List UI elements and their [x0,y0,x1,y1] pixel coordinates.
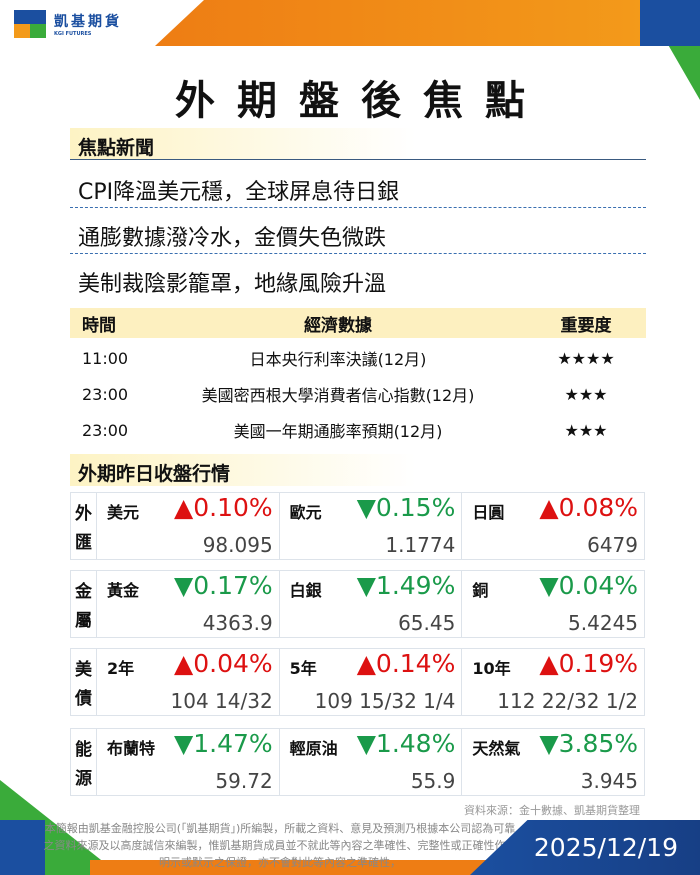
instrument-name: 布蘭特 [107,739,156,758]
instrument-name: 5年 [289,659,317,678]
group-category: 外匯 [71,493,97,559]
change-percent: ▼1.47% [174,729,273,758]
change-percent: ▼0.17% [174,571,273,600]
close-price: 109 15/32 1/4 [314,689,456,713]
logo-subtext: KGI FUTURES [54,31,92,37]
time: 23:00 [82,384,129,404]
market-quote: 黃金 ▼0.17% 4363.9 [97,571,280,637]
category-char: 匯 [75,533,92,553]
header-orange-band [155,0,645,46]
change-percent: ▼1.48% [356,729,456,758]
disclaimer: 本簡報由凱基金融控股公司(「凱基期貨」)所編製，所載之資料、意見及預測乃根據本公… [43,822,517,869]
market-quote: 白銀 ▼1.49% 65.45 [280,571,463,637]
calendar-row: 11:00 日本央行利率決議(12月) ★★★★ [70,342,646,374]
calendar-header: 時間 經濟數據 重要度 [70,308,646,338]
kgi-logo: 凱基期貨 KGI FUTURES [14,10,122,38]
instrument-name: 10年 [472,659,511,678]
instrument-name: 美元 [107,503,140,522]
footer-orange-band [90,860,540,875]
category-char: 金 [75,582,92,602]
header-time: 時間 [82,315,116,336]
market-quote: 歐元 ▼0.15% 1.1774 [280,493,463,559]
calendar-row: 23:00 美國一年期通膨率預期(12月) ★★★ [70,414,646,446]
instrument-name: 日圓 [472,503,505,522]
event: 美國一年期通膨率預期(12月) [233,422,443,441]
news-item: 通膨數據潑冷水，金價失色微跌 [70,216,646,254]
news-section-heading: 焦點新聞 [70,128,646,160]
close-price: 4363.9 [202,611,273,635]
change-percent: ▼3.85% [539,729,639,758]
header-blue-band [640,0,700,46]
market-quote: 5年 ▲0.14% 109 15/32 1/4 [280,649,463,715]
market-quote: 銅 ▼0.04% 5.4245 [462,571,644,637]
change-percent: ▲0.04% [174,649,273,678]
category-char: 債 [75,689,92,709]
category-char: 屬 [75,611,92,631]
market-quote: 美元 ▲0.10% 98.095 [97,493,280,559]
importance-stars: ★★★ [564,420,608,440]
importance-stars: ★★★★ [557,348,615,368]
logo-mark-icon [14,10,46,38]
market-group: 金屬黃金 ▼0.17% 4363.9 白銀 ▼1.49% 65.45 銅 ▼0.04% 5.42… [70,570,645,638]
market-section-heading: 外期昨日收盤行情 [70,454,646,486]
market-quote: 2年 ▲0.04% 104 14/32 [97,649,280,715]
calendar-row: 23:00 美國密西根大學消費者信心指數(12月) ★★★ [70,378,646,410]
event: 日本央行利率決議(12月) [249,350,427,369]
change-percent: ▲0.10% [174,493,273,522]
instrument-name: 輕原油 [289,739,338,758]
close-price: 1.1774 [385,533,456,557]
market-quote: 日圓 ▲0.08% 6479 [462,493,644,559]
news-item: 美制裁陰影籠罩，地緣風險升溫 [78,272,387,297]
change-percent: ▲0.19% [539,649,639,678]
market-group: 美債 2年 ▲0.04% 104 14/32 5年 ▲0.14% 109 15/32 1/4… [70,648,645,716]
change-percent: ▼1.49% [356,571,456,600]
instrument-name: 歐元 [289,503,322,522]
close-price: 98.095 [202,533,273,557]
close-price: 112 22/32 1/2 [497,689,639,713]
importance-stars: ★★★ [564,384,608,404]
news-item: CPI降溫美元穩，全球屏息待日銀 [70,170,646,208]
change-percent: ▼0.04% [539,571,639,600]
footer-blue-left [0,820,45,875]
market-quote: 輕原油 ▼1.48% 55.9 [280,729,463,795]
change-percent: ▲0.14% [356,649,456,678]
time: 23:00 [82,420,129,440]
close-price: 6479 [587,533,639,557]
page-title: 外期盤後焦點 [175,78,547,124]
report-date: 2025/12/19 [533,833,678,862]
close-price: 104 14/32 [170,689,273,713]
logo-text: 凱基期貨 [54,14,122,30]
group-category: 美債 [71,649,97,715]
market-quote: 布蘭特 ▼1.47% 59.72 [97,729,280,795]
data-source: 資料來源：金十數據、凱基期貨整理 [464,804,640,817]
close-price: 59.72 [215,769,273,793]
event: 美國密西根大學消費者信心指數(12月) [201,386,475,405]
time: 11:00 [82,348,129,368]
header-event: 經濟數據 [304,315,372,336]
market-group: 能源布蘭特 ▼1.47% 59.72 輕原油 ▼1.48% 55.9 天然氣 ▼3.85% 3.… [70,728,645,796]
close-price: 55.9 [410,769,456,793]
change-percent: ▲0.08% [539,493,639,522]
close-price: 3.945 [580,769,639,793]
category-char: 能 [75,740,92,760]
category-char: 外 [75,504,92,524]
market-quote: 10年 ▲0.19% 112 22/32 1/2 [462,649,644,715]
header-importance: 重要度 [560,315,612,336]
market-group: 外匯美元 ▲0.10% 98.095 歐元 ▼0.15% 1.1774 日圓 ▲0.08% 64… [70,492,645,560]
instrument-name: 天然氣 [472,739,521,758]
instrument-name: 黃金 [107,581,140,600]
instrument-name: 2年 [107,659,135,678]
close-price: 65.45 [398,611,456,635]
group-category: 能源 [71,729,97,795]
instrument-name: 銅 [472,581,489,600]
instrument-name: 白銀 [289,581,322,600]
market-quote: 天然氣 ▼3.85% 3.945 [462,729,644,795]
close-price: 5.4245 [568,611,639,635]
change-percent: ▼0.15% [356,493,456,522]
group-category: 金屬 [71,571,97,637]
category-char: 源 [75,769,92,789]
category-char: 美 [75,660,92,680]
